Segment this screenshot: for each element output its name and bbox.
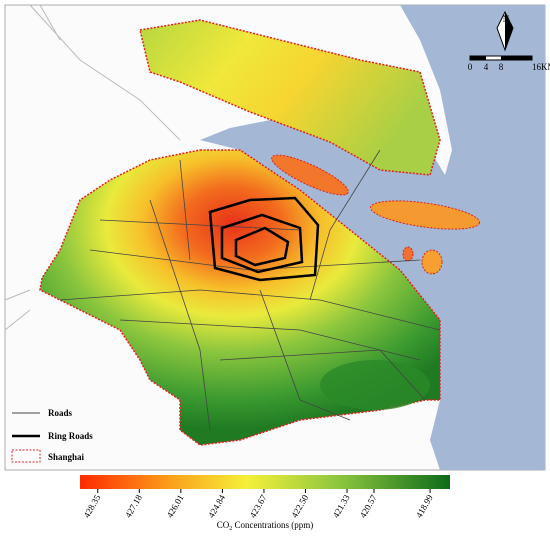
colorbar <box>80 475 450 489</box>
ring-road <box>234 226 290 267</box>
scale-label: 4 <box>484 62 489 72</box>
colorbar-tick-label: 426.01 <box>165 493 186 519</box>
title-subscript: 2 <box>229 526 232 532</box>
ring-road <box>208 196 320 282</box>
scale-label: 16KM <box>532 62 550 72</box>
title-part: Concentrations (ppm) <box>232 520 313 530</box>
colorbar-tick-label: 428.35 <box>81 493 102 520</box>
chongming-island <box>139 19 441 176</box>
colorbar-tick-label: 421.33 <box>331 493 352 520</box>
colorbar-tick-label: 427.18 <box>123 493 144 520</box>
green-zone <box>320 360 430 410</box>
scale-bar-seg <box>470 56 486 60</box>
legend-label: Roads <box>48 408 73 418</box>
colorbar-tick-label: 418.99 <box>414 493 435 520</box>
north-arrow-half <box>505 12 513 50</box>
island <box>370 200 480 230</box>
island <box>271 154 349 196</box>
colorbar-tick-label: 420.57 <box>358 493 379 520</box>
scale-labels: 0 48 16KM <box>468 62 550 72</box>
legend-label: Ring Roads <box>48 431 93 441</box>
legend-label: Shanghai <box>48 452 85 462</box>
scale-label: 0 <box>468 62 473 72</box>
legend-shanghai-box <box>11 449 41 463</box>
outer-roads <box>4 4 181 331</box>
colorbar-tick-label: 423.67 <box>248 493 269 520</box>
island <box>421 249 443 275</box>
title-part: CO <box>217 520 230 530</box>
north-label: N <box>503 14 510 24</box>
scale-label: 8 <box>499 62 504 72</box>
colorbar-tick-label: 424.84 <box>206 493 227 520</box>
ring-road <box>220 213 304 274</box>
colorbar-title: CO2 Concentrations (ppm) <box>217 520 314 532</box>
scale-bar-seg <box>501 56 532 60</box>
island <box>402 246 414 262</box>
colorbar-ticks: 428.35 427.18 426.01 424.84 423.67 422.50 421.… <box>81 489 435 519</box>
colorbar-tick-label: 422.50 <box>289 493 310 520</box>
